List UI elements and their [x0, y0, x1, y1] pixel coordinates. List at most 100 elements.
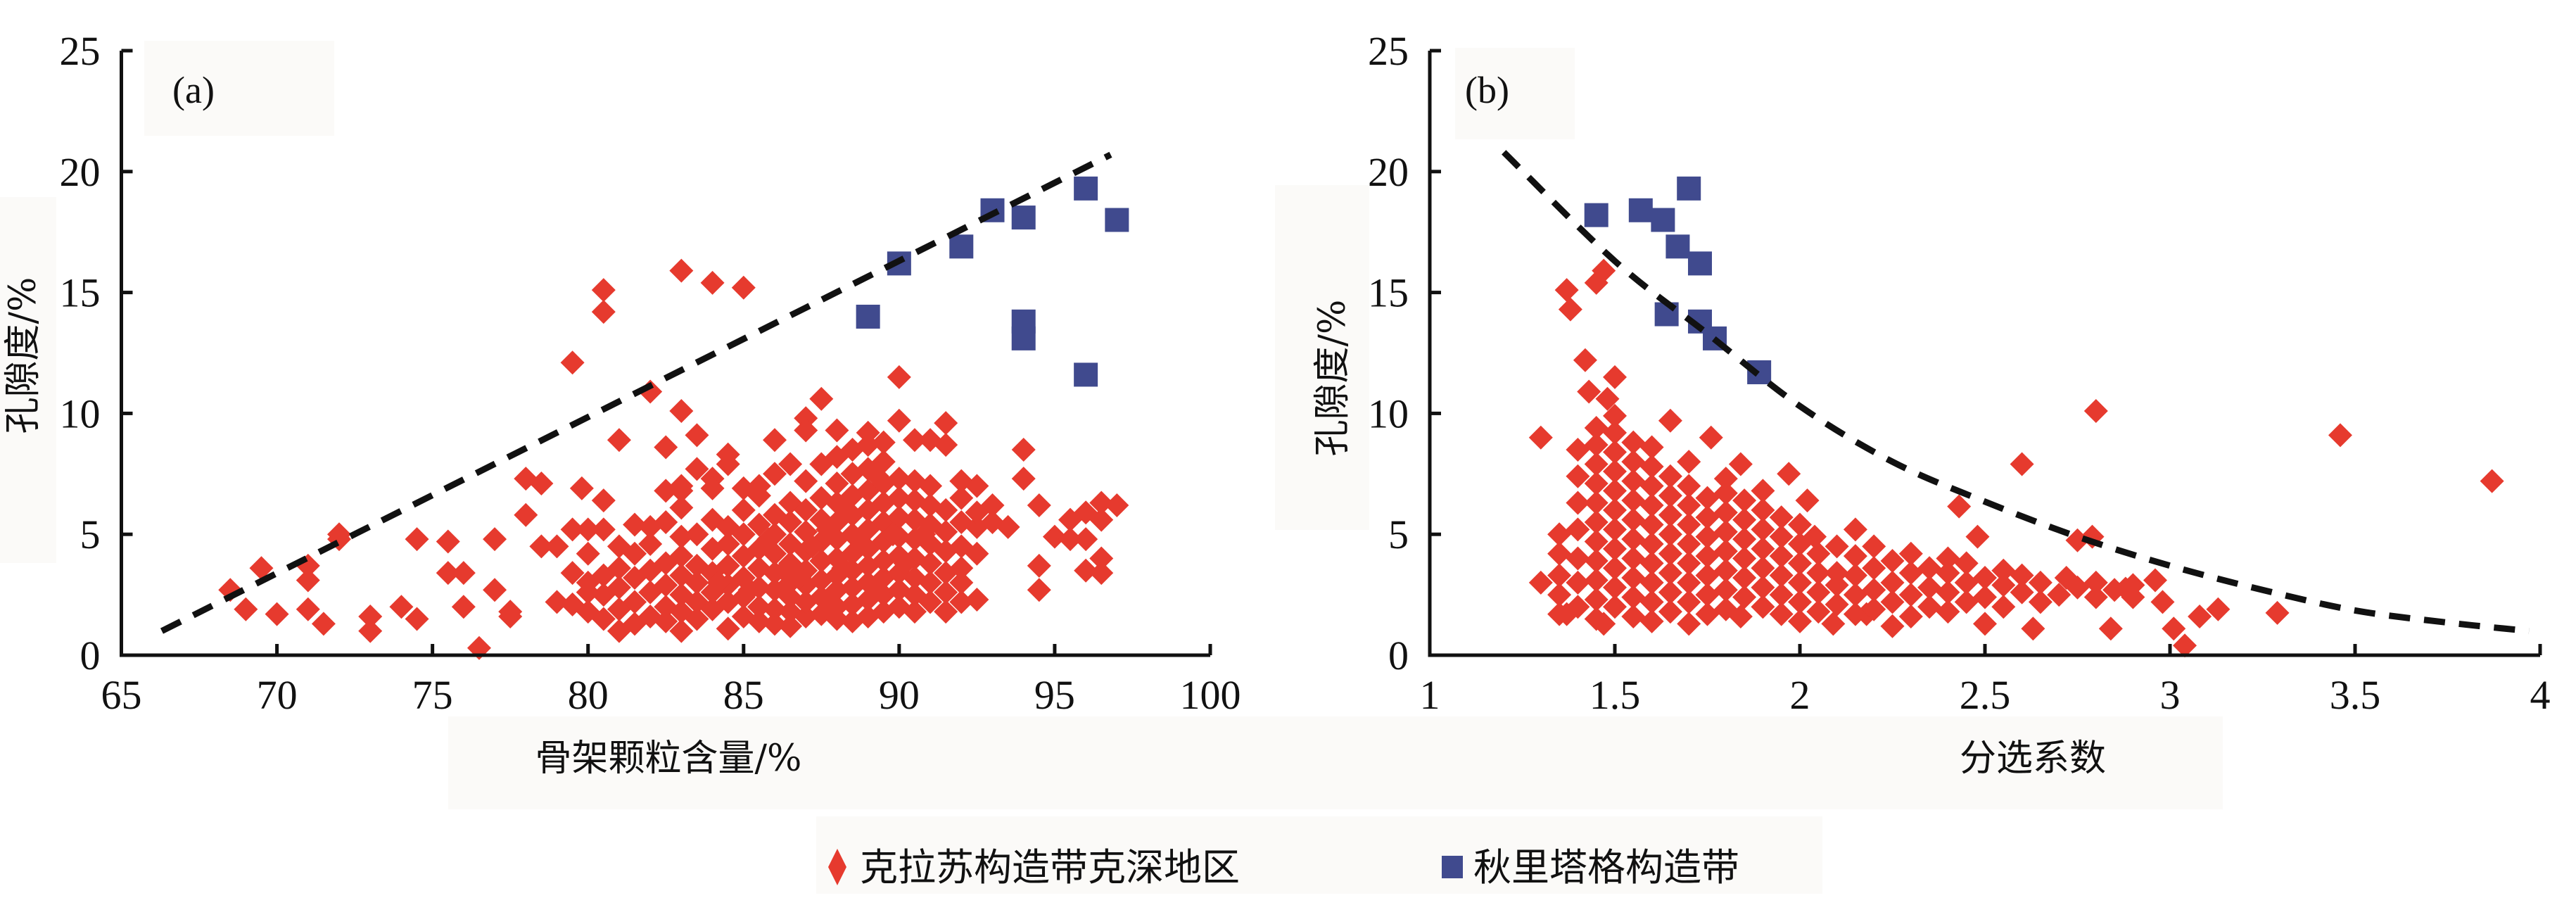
panel-b-kelasu-diamond-point [1947, 494, 1972, 519]
panel-a-kelasu-diamond-point [545, 534, 569, 559]
panel-b-kelasu-diamond-point [1566, 464, 1590, 488]
panel-b-kelasu-diamond-point [1566, 546, 1590, 571]
panel-b-kelasu-diamond-point [1806, 600, 1831, 624]
panel-a-kelasu-diamond-point [591, 278, 616, 303]
panel-b-kelasu-diamond-point [1528, 425, 1553, 450]
panel-b-kelasu-diamond-point [1843, 563, 1867, 588]
panel-a-kelasu-diamond-point [918, 551, 943, 576]
panel-b-kelasu-diamond-point [1862, 556, 1886, 581]
panel-b-kelasu-diamond-point [1639, 454, 1664, 479]
panel-b-y-tick-label: 15 [1368, 270, 1409, 316]
panel-a-kelasu-diamond-point [794, 418, 818, 443]
panel-b-kelasu-diamond-point [1621, 488, 1646, 513]
panel-a-kelasu-diamond-point [576, 517, 600, 542]
panel-b-kelasu-diamond-point [1547, 563, 1572, 588]
panel-a-kelasu-diamond-point [965, 587, 989, 612]
panel-b-kelasu-diamond-point [1621, 450, 1646, 474]
panel-b-kelasu-diamond-point [1566, 491, 1590, 515]
panel-a-kelasu-diamond-point [887, 365, 911, 389]
panel-b-y-tick-label: 10 [1368, 391, 1409, 436]
panel-b-kelasu-diamond-point [1732, 546, 1757, 571]
panel-b-kelasu-diamond-point [1751, 536, 1775, 561]
panel-b-kelasu-diamond-point [1658, 580, 1682, 605]
panel-b-kelasu-diamond-point [1639, 590, 1664, 614]
panel-a-kelasu-diamond-point [669, 474, 694, 498]
panel-b-kelasu-diamond-point [1603, 420, 1627, 445]
panel-b-qiulitage-square-point [1665, 234, 1690, 259]
panel-b-kelasu-diamond-point [2065, 575, 2090, 600]
panel-a-kelasu-diamond-point [856, 420, 880, 445]
panel-a-x-tick-label: 70 [257, 672, 298, 718]
panel-b-kelasu-diamond-point [1639, 435, 1664, 460]
panel-a-kelasu-diamond-point [700, 270, 725, 295]
panel-b-kelasu-diamond-point [1603, 536, 1627, 561]
panel-a-y-tick-label: 20 [60, 149, 101, 195]
panel-a-kelasu-diamond-point [638, 531, 663, 556]
panel-b-kelasu-diamond-point [1677, 570, 1701, 595]
panel-a-kelasu-diamond-point [591, 300, 616, 324]
panel-a-kelasu-diamond-point [560, 561, 585, 586]
panel-a-kelasu-diamond-point [716, 531, 740, 556]
panel-b-kelasu-diamond-point [2102, 578, 2127, 602]
panel-a-kelasu-diamond-point [669, 258, 694, 283]
panel-a-kelasu-diamond-point [949, 510, 974, 535]
panel-b-kelasu-diamond-point [1954, 570, 1979, 595]
panel-a-x-tick-label: 100 [1180, 672, 1241, 718]
panel-b-kelasu-diamond-point [1862, 597, 1886, 621]
panel-a-kelasu-diamond-point [607, 575, 631, 600]
panel-a-kelasu-diamond-point [483, 578, 507, 602]
panel-b-kelasu-diamond-point [1677, 590, 1701, 614]
panel-b-kelasu-diamond-point [1584, 548, 1609, 573]
panel-a-kelasu-diamond-point [1074, 558, 1098, 583]
panel-a-kelasu-diamond-point [436, 561, 460, 586]
panel-b-kelasu-diamond-point [1751, 595, 1775, 619]
panel-b-kelasu-diamond-point [1603, 440, 1627, 464]
panel-a-kelasu-diamond-point [871, 430, 896, 455]
legend-red-diamond-icon [828, 849, 846, 885]
panel-b-kelasu-diamond-point [1584, 529, 1609, 554]
panel-b-y-tick-label: 5 [1388, 512, 1409, 557]
panel-b-kelasu-diamond-point [1695, 602, 1720, 626]
panel-b-kelasu-diamond-point [1658, 408, 1682, 433]
panel-b-kelasu-diamond-point [1677, 551, 1701, 576]
panel-a-kelasu-diamond-point [1089, 491, 1114, 515]
panel-a-kelasu-diamond-point [949, 486, 974, 510]
panel-a-kelasu-diamond-point [778, 452, 803, 476]
panel-a-kelasu-diamond-point [965, 541, 989, 566]
panel-a-qiulitage-square-point [1105, 208, 1129, 232]
panel-a-kelasu-diamond-point [865, 464, 889, 488]
panel-a-kelasu-diamond-point [800, 534, 825, 559]
panel-b-kelasu-diamond-point [1843, 544, 1867, 569]
panel-b-qiulitage-square-point [1628, 198, 1653, 222]
panel-b-qiulitage-square-point [1687, 251, 1712, 276]
panel-b-kelasu-diamond-point [1595, 386, 1620, 411]
panel-a-kelasu-diamond-point [451, 595, 476, 619]
panel-b-kelasu-diamond-point [1713, 578, 1738, 602]
panel-b-kelasu-diamond-point [1917, 595, 1942, 619]
panel-a-kelasu-diamond-point [569, 476, 594, 500]
panel-b-kelasu-diamond-point [1639, 570, 1664, 595]
panel-b-kelasu-diamond-point [1603, 575, 1627, 600]
panel-b-kelasu-diamond-point [1603, 403, 1627, 428]
panel-b-kelasu-diamond-point [1603, 556, 1627, 581]
panel-b-label-background [1455, 48, 1575, 139]
panel-a-kelasu-diamond-point [700, 476, 725, 500]
panel-b-kelasu-diamond-point [2173, 633, 2197, 658]
panel-a-x-tick-label: 75 [412, 672, 453, 718]
panel-a-qiulitage-square-point [1011, 205, 1036, 230]
panel-b-label: (b) [1465, 69, 1509, 111]
panel-b-plot-area: 1 1.5 2 2.5 3 3.5 4 0 5 10 15 20 25 [1368, 28, 2551, 718]
panel-b-kelasu-diamond-point [1658, 541, 1682, 566]
panel-b-kelasu-diamond-point [1751, 517, 1775, 542]
panel-a-kelasu-diamond-point [654, 609, 678, 633]
panel-a-y-tick-label: 25 [60, 28, 101, 74]
panel-a-kelasu-diamond-point [731, 275, 756, 300]
panel-b-kelasu-diamond-point [1862, 534, 1886, 559]
panel-b-kelasu-diamond-point [1621, 507, 1646, 532]
panel-a-kelasu-diamond-point [669, 495, 694, 520]
panel-b-kelasu-diamond-point [1639, 609, 1664, 633]
legend: 克拉苏构造带克深地区 秋里塔格构造带 [816, 816, 1822, 894]
panel-b-kelasu-diamond-point [2028, 590, 2052, 614]
panel-a-kelasu-diamond-point [685, 457, 709, 481]
panel-b-kelasu-diamond-point [1584, 510, 1609, 535]
